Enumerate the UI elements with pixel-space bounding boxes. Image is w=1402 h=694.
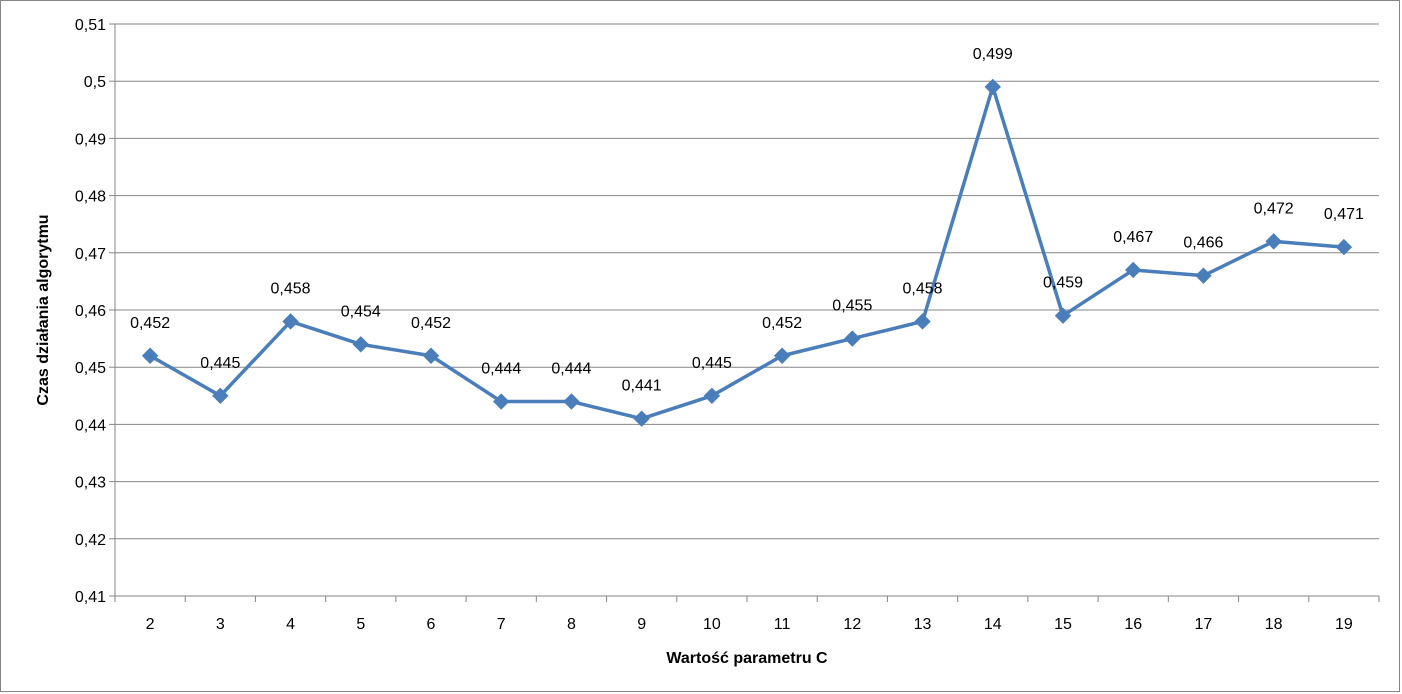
x-tick-label: 18 (1265, 616, 1283, 633)
x-tick-label: 7 (497, 616, 506, 633)
x-tick-label: 6 (427, 616, 436, 633)
y-tick-labels: 0,41 0,42 0,43 0,44 0,45 0,46 0,47 0,48 0,49 0,5 0… (75, 17, 106, 606)
data-label: 0,445 (692, 355, 732, 372)
x-tick-label: 8 (567, 616, 576, 633)
axes (109, 23, 1380, 602)
data-point-marker (984, 78, 1001, 96)
series-layer (141, 78, 1353, 427)
x-tick-label: 9 (637, 616, 646, 633)
data-point-marker (212, 387, 229, 405)
data-point-marker (633, 410, 650, 427)
data-point-marker (282, 313, 299, 330)
data-label: 0,441 (622, 378, 662, 395)
x-tick-label: 10 (703, 616, 721, 633)
data-point-marker (1335, 238, 1353, 256)
data-point-marker (1195, 267, 1212, 284)
x-tick-label: 14 (984, 616, 1002, 633)
y-tick-label: 0,44 (75, 417, 106, 434)
x-tick-label: 2 (146, 616, 155, 633)
y-tick-label: 0,43 (75, 475, 106, 492)
y-tick-label: 0,41 (75, 589, 106, 606)
data-point-marker (773, 347, 791, 364)
y-tick-label: 0,48 (75, 189, 106, 206)
data-point-marker (844, 330, 861, 347)
y-tick-label: 0,49 (75, 131, 106, 148)
y-axis-title: Czas działania algorytmu (35, 214, 52, 405)
data-label: 0,466 (1183, 235, 1223, 252)
x-tick-label: 13 (914, 616, 932, 633)
y-tick-label: 0,5 (84, 74, 106, 91)
x-tick-label: 17 (1195, 616, 1213, 633)
data-label: 0,458 (903, 280, 943, 297)
data-point-marker (422, 347, 440, 364)
data-point-marker (352, 336, 369, 353)
x-tick-label: 12 (843, 616, 861, 633)
x-tick-label: 15 (1054, 616, 1072, 633)
data-label: 0,452 (762, 315, 802, 332)
data-label: 0,467 (1113, 229, 1153, 246)
x-tick-labels: 2 3 4 5 6 7 8 9 10 11 12 13 14 15 16 17 18 19 (146, 616, 1353, 633)
gridlines (115, 23, 1379, 540)
data-point-marker (1125, 261, 1142, 279)
data-point-marker (563, 393, 580, 410)
data-label: 0,445 (200, 355, 240, 372)
y-tick-label: 0,47 (75, 246, 106, 263)
data-label: 0,444 (551, 361, 591, 378)
data-label: 0,472 (1254, 200, 1294, 217)
x-tick-label: 11 (774, 616, 791, 633)
data-label: 0,471 (1324, 206, 1364, 223)
data-point-marker (493, 393, 510, 410)
x-tick-label: 3 (216, 616, 225, 633)
data-labels: 0,452 0,445 0,458 0,454 0,452 0,444 0,444 0,441… (130, 46, 1364, 395)
data-point-marker (914, 313, 931, 330)
data-point-marker (703, 387, 721, 405)
data-point-marker (1054, 307, 1072, 324)
data-point-marker (1265, 233, 1282, 250)
data-label: 0,452 (130, 315, 170, 332)
data-label: 0,455 (832, 298, 872, 315)
data-label: 0,452 (411, 315, 451, 332)
data-point-marker (141, 347, 159, 364)
data-label: 0,499 (973, 46, 1013, 63)
x-tick-label: 5 (356, 616, 365, 633)
data-label: 0,458 (271, 280, 311, 297)
data-label: 0,454 (341, 303, 381, 320)
series-line (149, 85, 1345, 421)
x-tick-label: 16 (1124, 616, 1142, 633)
x-tick-label: 4 (286, 616, 295, 633)
y-tick-label: 0,45 (75, 360, 106, 377)
x-tick-label: 19 (1335, 616, 1353, 633)
y-tick-label: 0,51 (75, 17, 106, 34)
x-axis-title: Wartość parametru C (666, 650, 828, 667)
y-tick-label: 0,46 (75, 303, 106, 320)
y-tick-label: 0,42 (75, 532, 106, 549)
data-label: 0,459 (1043, 275, 1083, 292)
data-label: 0,444 (481, 361, 521, 378)
